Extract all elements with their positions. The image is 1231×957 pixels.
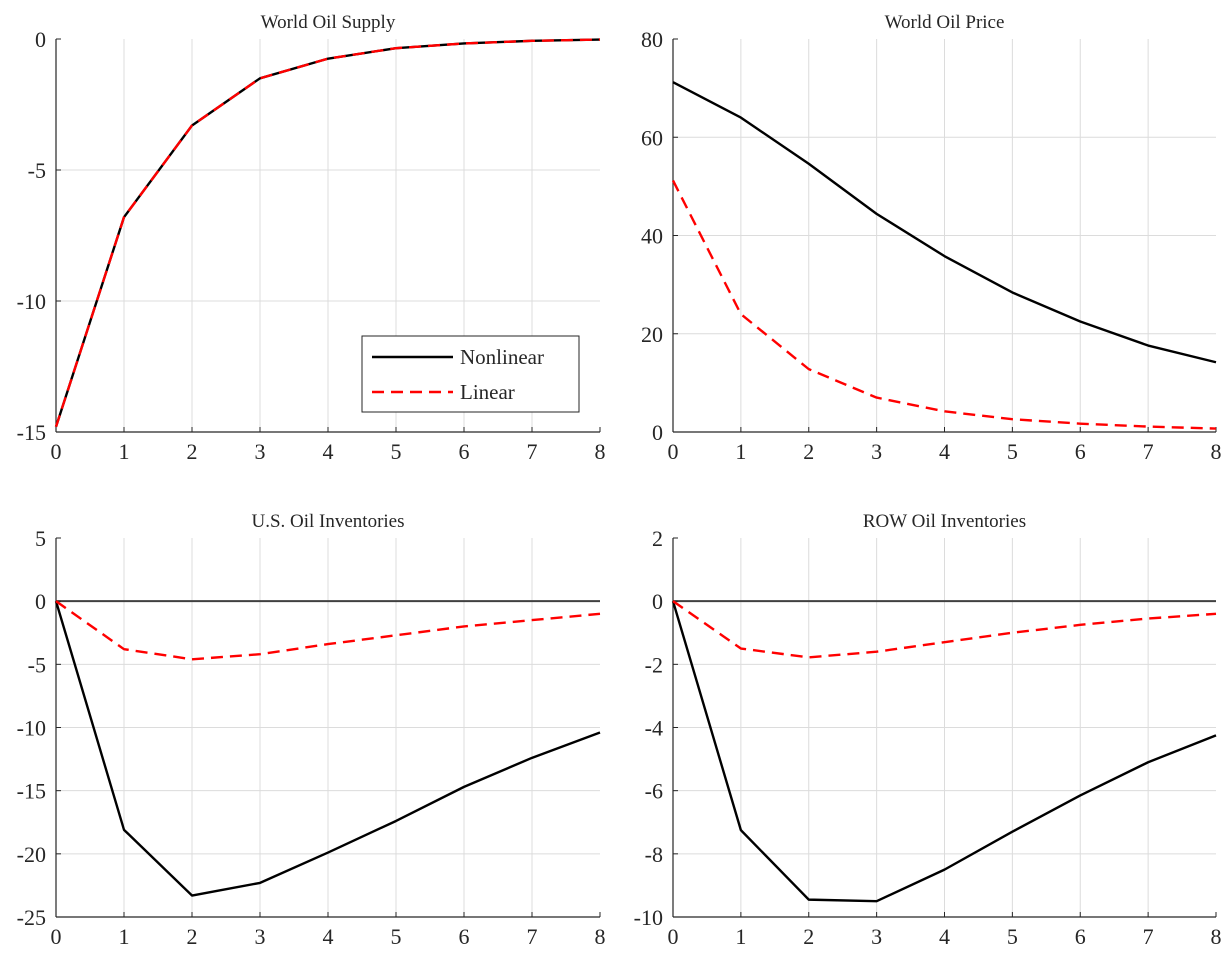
y-tick-label: 0: [652, 420, 663, 445]
x-tick-label: 0: [668, 924, 679, 949]
x-tick-label: 7: [1143, 924, 1154, 949]
x-tick-label: 6: [459, 924, 470, 949]
x-tick-label: 2: [803, 439, 814, 464]
x-tick-label: 5: [391, 924, 402, 949]
x-tick-label: 8: [1211, 924, 1222, 949]
subplot-title: World Oil Price: [885, 12, 1005, 33]
subplot-3: 0 1 2 3 4 5 6 7 8 5 0 -5 -10 -15 -20 -25 U.S. Oil Invent…: [17, 511, 606, 949]
legend-label-linear: Linear: [460, 380, 515, 404]
legend-box: [361, 335, 580, 413]
x-tick-label: 3: [871, 924, 882, 949]
series-line-linear: [671, 179, 1217, 430]
y-tick-label: 0: [35, 589, 46, 614]
x-tick-label: 5: [1007, 924, 1018, 949]
x-tick-label: 1: [735, 924, 746, 949]
y-tick-label: -2: [645, 652, 663, 677]
x-tick-label: 7: [1143, 439, 1154, 464]
series-line-linear: [54, 38, 601, 428]
series-line-nonlinear: [672, 81, 1217, 364]
subplot-4: 0 1 2 3 4 5 6 7 8 2 0 -2 -4 -6 -8 -10 ROW Oil Inventorie…: [634, 511, 1222, 949]
x-tick-label: 6: [1075, 924, 1086, 949]
y-tick-label: -8: [645, 842, 663, 867]
series-line-nonlinear: [671, 600, 1217, 903]
x-tick-label: 4: [323, 439, 334, 464]
y-tick-label: -5: [28, 652, 46, 677]
y-tick-label: -10: [634, 905, 663, 930]
series-line-linear: [672, 600, 1217, 659]
subplot-title: U.S. Oil Inventories: [251, 511, 404, 532]
y-tick-label: -20: [17, 842, 46, 867]
y-tick-label: 80: [641, 27, 663, 52]
x-tick-label: 0: [668, 439, 679, 464]
x-tick-label: 2: [187, 439, 198, 464]
x-tick-label: 0: [51, 439, 62, 464]
x-tick-label: 1: [119, 439, 130, 464]
legend-label-nonlinear: Nonlinear: [460, 345, 544, 369]
y-tick-label: 2: [652, 526, 663, 551]
y-tick-label: 0: [652, 589, 663, 614]
y-tick-label: -25: [17, 905, 46, 930]
y-tick-label: -6: [645, 779, 663, 804]
x-tick-label: 6: [1075, 439, 1086, 464]
x-tick-label: 8: [1211, 439, 1222, 464]
x-tick-label: 8: [595, 439, 606, 464]
y-tick-label: -15: [17, 779, 46, 804]
subplot-title: World Oil Supply: [261, 12, 396, 33]
series-line-linear: [55, 600, 601, 661]
subplot-title: ROW Oil Inventories: [863, 511, 1026, 532]
x-tick-label: 1: [119, 924, 130, 949]
y-tick-label: -15: [17, 420, 46, 445]
y-tick-label: -10: [17, 716, 46, 741]
y-tick-label: -10: [17, 289, 46, 314]
y-tick-label: 60: [641, 125, 663, 150]
legend: Nonlinear Linear: [361, 335, 580, 413]
x-tick-label: 1: [735, 439, 746, 464]
x-tick-label: 3: [255, 439, 266, 464]
y-tick-label: 20: [641, 322, 663, 347]
y-tick-label: 40: [641, 224, 663, 249]
x-tick-label: 7: [527, 439, 538, 464]
x-tick-label: 5: [391, 439, 402, 464]
x-tick-label: 6: [459, 439, 470, 464]
y-tick-label: -4: [645, 716, 663, 741]
x-tick-label: 7: [527, 924, 538, 949]
x-tick-label: 2: [187, 924, 198, 949]
x-tick-label: 4: [323, 924, 334, 949]
x-tick-label: 3: [871, 439, 882, 464]
y-tick-label: -5: [28, 158, 46, 183]
x-tick-label: 4: [939, 924, 950, 949]
x-tick-label: 3: [255, 924, 266, 949]
x-tick-label: 8: [595, 924, 606, 949]
x-tick-label: 4: [939, 439, 950, 464]
y-tick-label: 5: [35, 526, 46, 551]
subplot-2: 0 1 2 3 4 5 6 7 8 80 60 40 20 0 World Oil Price: [641, 12, 1222, 464]
subplot-1: 0 1 2 3 4 5 6 7 8 0 -5 -10 -15 World Oil Supply Nonlin…: [17, 12, 606, 464]
x-tick-label: 5: [1007, 439, 1018, 464]
x-tick-label: 0: [51, 924, 62, 949]
x-tick-label: 2: [803, 924, 814, 949]
y-tick-label: 0: [35, 27, 46, 52]
series-line-nonlinear: [54, 600, 601, 897]
